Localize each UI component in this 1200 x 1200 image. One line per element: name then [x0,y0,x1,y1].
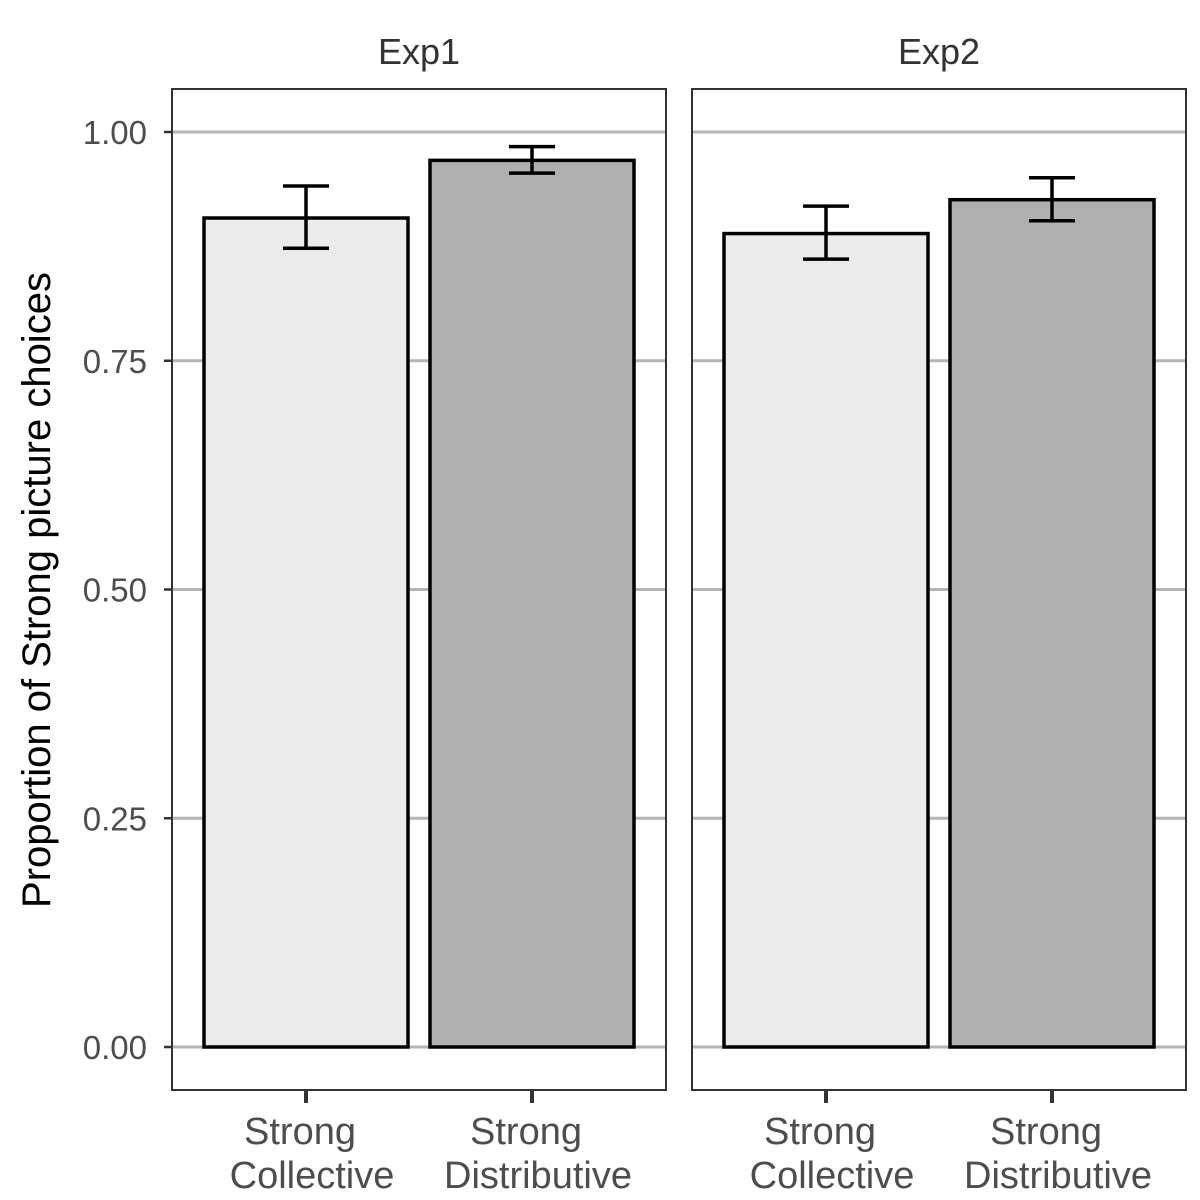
x-tick-label-line2: Collective [750,1155,915,1197]
bar [722,231,930,1049]
bar [202,216,410,1049]
y-axis-ticks: 0.00 0.25 0.50 0.75 1.00 [83,114,172,1066]
y-tick-label: 0.50 [83,572,147,609]
x-tick-label-line2: Collective [230,1155,395,1197]
bar [948,197,1156,1049]
facet-title: Exp2 [898,31,980,72]
facet-panels: Exp1StrongCollectiveStrongDistributiveEx… [171,31,1187,1197]
x-tick-label-line1: Strong [764,1111,876,1153]
x-tick-label-line2: Distributive [964,1155,1152,1197]
x-tick-label-line1: Strong [470,1111,582,1153]
x-tick-label-line1: Strong [244,1111,356,1153]
y-tick-label: 0.00 [83,1029,147,1066]
y-tick-label: 0.75 [83,343,147,380]
error-bar [283,184,329,250]
x-tick-label-line1: Strong [990,1111,1102,1153]
bar [428,158,636,1049]
y-tick-label: 0.25 [83,800,147,837]
error-bar [1029,176,1075,223]
facet-title: Exp1 [378,31,460,72]
y-tick-label: 1.00 [83,114,147,151]
error-bar [803,204,849,261]
error-bar [509,144,555,175]
y-axis-title: Proportion of Strong picture choices [15,272,59,908]
x-tick-label-line2: Distributive [444,1155,632,1197]
panel-border [691,88,1187,1091]
panel-border [171,88,667,1091]
